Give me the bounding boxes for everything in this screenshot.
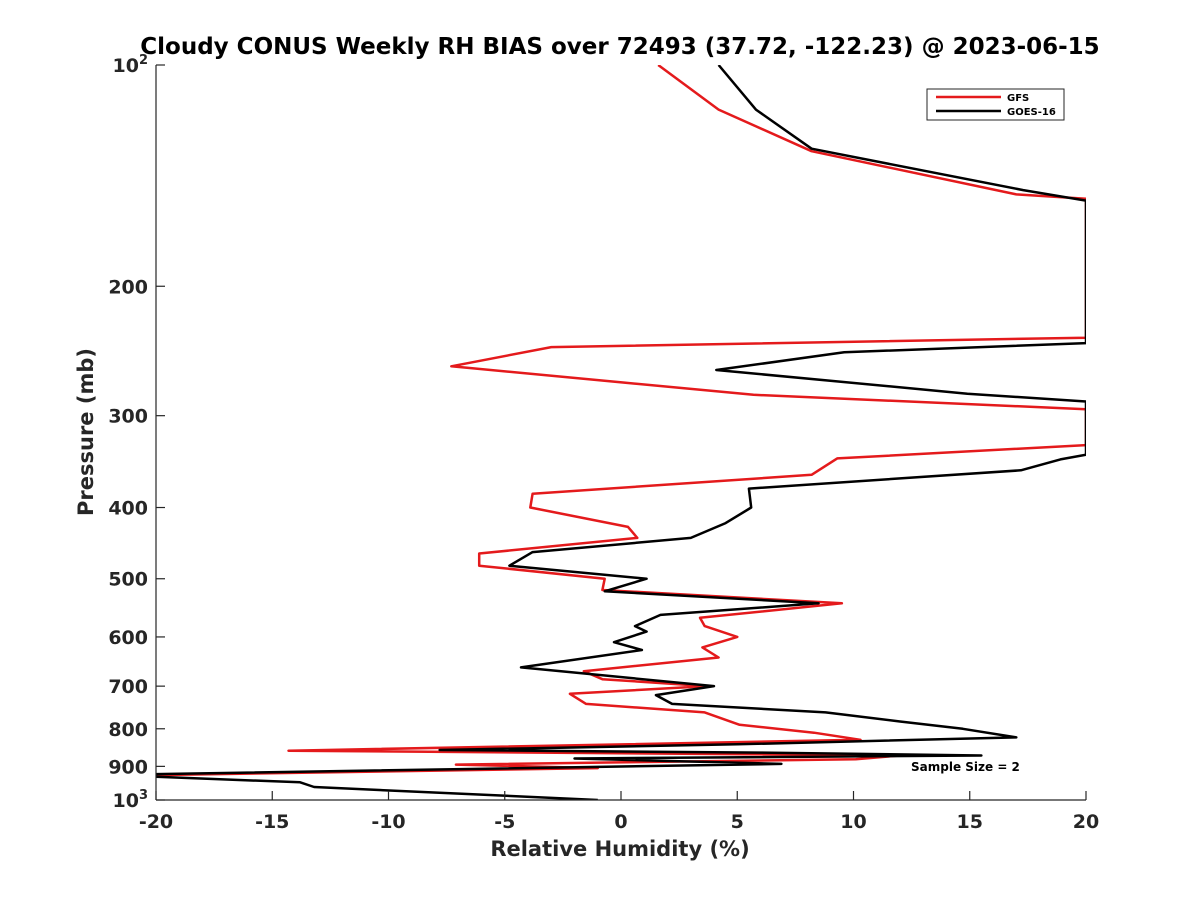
- x-tick-label: -20: [139, 811, 173, 833]
- y-tick-label: 900: [108, 756, 148, 778]
- plot-area: -20 -15 -10 -5 0 5 10 15 20 102 200 300 400 500 600 700…: [108, 53, 1099, 833]
- x-tick-label: -5: [494, 811, 515, 833]
- legend-label-goes-16: GOES-16: [1007, 107, 1056, 118]
- x-tick-label: -15: [255, 811, 289, 833]
- y-tick-label: 200: [108, 276, 148, 298]
- legend-box: [926, 88, 1065, 121]
- y-tick-label: 500: [108, 569, 148, 591]
- y-tick-label: 800: [108, 719, 148, 741]
- x-tick-label: 10: [840, 811, 866, 833]
- x-tick-label: 20: [1073, 811, 1099, 833]
- legend: GFS GOES-16: [926, 88, 1065, 121]
- x-tick-label: -10: [371, 811, 405, 833]
- y-tick-label: 400: [108, 498, 148, 520]
- x-axis-label: Relative Humidity (%): [490, 837, 749, 861]
- y-tick-label: 700: [108, 676, 148, 698]
- y-tick-label: 103: [113, 788, 149, 812]
- y-tick-label: 600: [108, 627, 148, 649]
- x-tick-label: 0: [614, 811, 627, 833]
- sample-size-annotation: Sample Size = 2: [911, 760, 1020, 774]
- y-tick-label: 300: [108, 406, 148, 428]
- chart-title: Cloudy CONUS Weekly RH BIAS over 72493 (…: [140, 34, 1099, 60]
- y-tick-label: 102: [113, 53, 149, 77]
- series-line-goes-16: [156, 65, 1086, 800]
- legend-label-gfs: GFS: [1007, 93, 1029, 104]
- x-tick-label: 15: [957, 811, 983, 833]
- y-axis-label: Pressure (mb): [74, 348, 98, 516]
- x-tick-label: 5: [731, 811, 744, 833]
